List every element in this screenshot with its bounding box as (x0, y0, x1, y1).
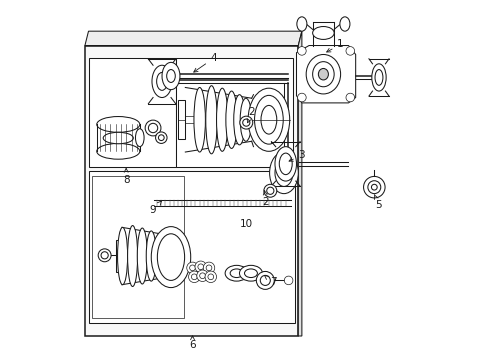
Ellipse shape (269, 152, 298, 194)
Text: 8: 8 (122, 168, 129, 185)
Ellipse shape (135, 129, 144, 147)
Ellipse shape (103, 132, 133, 144)
Ellipse shape (224, 265, 247, 281)
Bar (88, 58, 176, 167)
Bar (92, 176, 183, 318)
Ellipse shape (274, 147, 296, 181)
Circle shape (266, 187, 273, 194)
Ellipse shape (225, 91, 237, 148)
Ellipse shape (339, 17, 349, 31)
Circle shape (189, 265, 195, 271)
Ellipse shape (216, 88, 227, 151)
Text: 9: 9 (149, 201, 161, 216)
Ellipse shape (137, 228, 147, 284)
Text: 6: 6 (189, 336, 195, 350)
Circle shape (158, 135, 164, 140)
Circle shape (264, 184, 276, 197)
Circle shape (260, 275, 270, 285)
Text: 5: 5 (374, 195, 382, 210)
Circle shape (98, 249, 111, 262)
Ellipse shape (146, 231, 156, 281)
Circle shape (371, 184, 376, 190)
Polygon shape (85, 45, 298, 336)
Ellipse shape (240, 98, 251, 141)
Circle shape (239, 116, 252, 129)
Circle shape (155, 132, 167, 143)
Circle shape (204, 271, 216, 283)
Polygon shape (298, 31, 301, 336)
Circle shape (101, 252, 108, 259)
Bar (176, 58, 292, 167)
Ellipse shape (97, 143, 140, 159)
Ellipse shape (312, 62, 333, 87)
Circle shape (346, 46, 354, 55)
Circle shape (284, 276, 292, 285)
Circle shape (191, 274, 197, 280)
Ellipse shape (296, 17, 306, 31)
Circle shape (195, 261, 206, 273)
Ellipse shape (156, 72, 167, 90)
Circle shape (196, 270, 208, 282)
Text: 7: 7 (264, 275, 276, 287)
Ellipse shape (279, 153, 292, 175)
Ellipse shape (374, 69, 382, 85)
Ellipse shape (247, 88, 289, 151)
Circle shape (206, 265, 211, 271)
Circle shape (198, 264, 203, 270)
Ellipse shape (371, 64, 386, 91)
Text: 2: 2 (246, 107, 254, 123)
Circle shape (367, 181, 380, 194)
Text: 1: 1 (326, 40, 343, 52)
Ellipse shape (127, 226, 137, 287)
Circle shape (242, 119, 249, 126)
Ellipse shape (194, 87, 205, 152)
Bar (88, 171, 294, 323)
Ellipse shape (155, 234, 164, 278)
Polygon shape (296, 45, 355, 103)
Circle shape (188, 271, 200, 283)
Ellipse shape (261, 105, 276, 134)
Circle shape (363, 176, 384, 198)
Ellipse shape (305, 54, 340, 94)
Circle shape (186, 262, 198, 274)
Polygon shape (85, 31, 301, 45)
Circle shape (346, 93, 354, 102)
Ellipse shape (205, 86, 217, 154)
Ellipse shape (254, 95, 283, 144)
Ellipse shape (233, 95, 244, 145)
Circle shape (203, 262, 214, 274)
Circle shape (297, 93, 305, 102)
Ellipse shape (162, 62, 180, 90)
Ellipse shape (312, 27, 333, 40)
Ellipse shape (151, 226, 190, 288)
Text: 2: 2 (262, 191, 269, 207)
Bar (178, 100, 185, 139)
Circle shape (199, 273, 205, 279)
Circle shape (145, 120, 161, 136)
Circle shape (207, 274, 213, 280)
Ellipse shape (244, 269, 257, 278)
Circle shape (148, 123, 158, 133)
Ellipse shape (117, 227, 127, 285)
Text: 10: 10 (239, 219, 252, 229)
Text: 3: 3 (288, 150, 305, 161)
Bar (116, 240, 122, 272)
Text: 4: 4 (193, 53, 217, 72)
Circle shape (256, 271, 274, 289)
Ellipse shape (97, 117, 140, 132)
Ellipse shape (318, 68, 328, 80)
Ellipse shape (274, 159, 292, 186)
Ellipse shape (166, 69, 175, 82)
Circle shape (297, 46, 305, 55)
Ellipse shape (230, 269, 243, 278)
Ellipse shape (152, 65, 172, 98)
Ellipse shape (157, 234, 184, 280)
Ellipse shape (239, 265, 262, 281)
